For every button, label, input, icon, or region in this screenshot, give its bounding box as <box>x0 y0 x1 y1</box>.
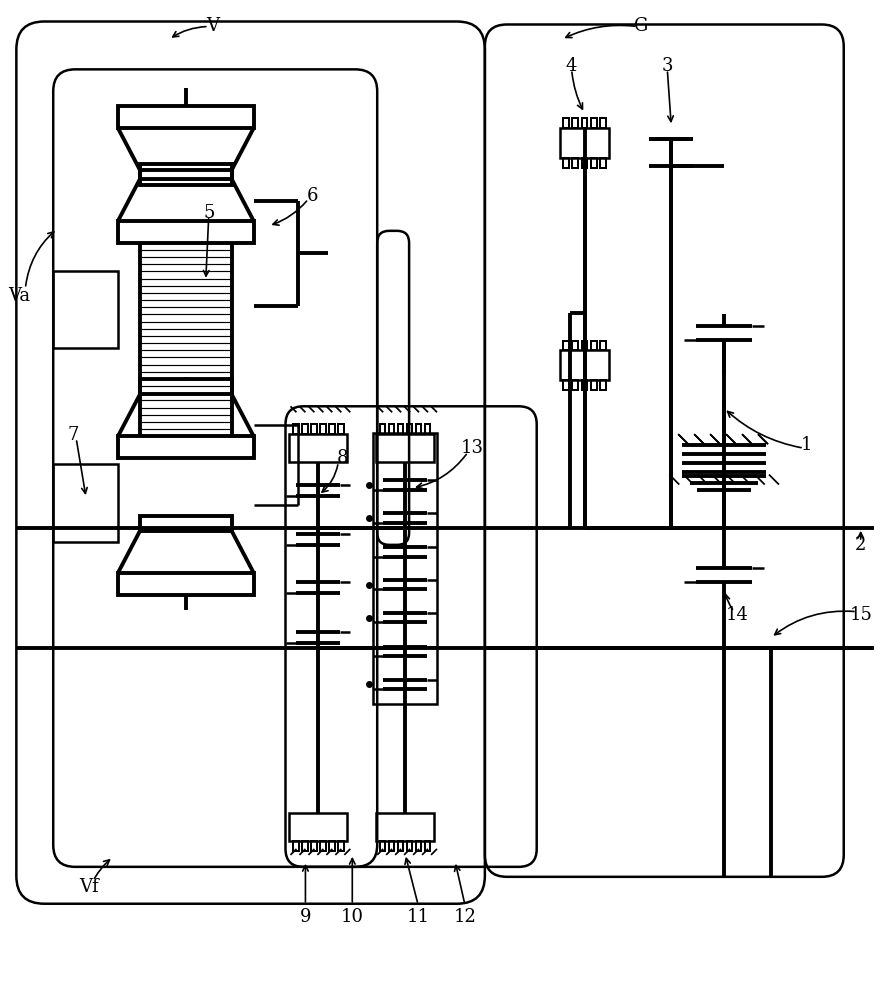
Bar <box>338 841 344 851</box>
Text: 7: 7 <box>67 426 79 444</box>
Bar <box>416 424 422 434</box>
Text: 3: 3 <box>662 57 673 75</box>
Bar <box>293 841 298 851</box>
Text: 2: 2 <box>855 536 867 554</box>
Bar <box>398 424 403 434</box>
Bar <box>600 380 606 390</box>
Bar <box>293 424 298 434</box>
Bar <box>425 424 431 434</box>
Bar <box>600 341 606 350</box>
Bar <box>338 424 344 434</box>
Text: 14: 14 <box>725 606 749 624</box>
Bar <box>389 841 394 851</box>
Bar <box>321 841 326 851</box>
Bar <box>591 158 597 168</box>
Bar <box>140 379 232 394</box>
Bar <box>582 158 588 168</box>
Text: 1: 1 <box>801 436 813 454</box>
Text: 11: 11 <box>407 908 430 926</box>
Bar <box>573 158 578 168</box>
Bar <box>118 573 254 595</box>
Bar <box>289 813 347 841</box>
Bar <box>407 841 412 851</box>
Bar <box>563 158 569 168</box>
Bar <box>289 434 347 462</box>
Bar <box>140 170 232 185</box>
Bar <box>118 106 254 128</box>
Bar <box>53 464 118 542</box>
Text: G: G <box>634 17 648 35</box>
Bar <box>302 424 307 434</box>
Text: 5: 5 <box>203 204 214 222</box>
Bar <box>373 433 437 704</box>
Bar <box>407 424 412 434</box>
Bar <box>573 118 578 128</box>
Bar <box>563 118 569 128</box>
Bar <box>425 841 431 851</box>
Bar <box>53 271 118 348</box>
Bar <box>573 341 578 350</box>
Bar <box>140 164 232 179</box>
Bar <box>416 841 422 851</box>
Bar <box>582 380 588 390</box>
Text: 13: 13 <box>460 439 483 457</box>
Bar <box>377 813 434 841</box>
Text: V: V <box>206 17 219 35</box>
Bar <box>398 841 403 851</box>
Bar <box>377 434 434 462</box>
Bar <box>118 436 254 458</box>
Bar <box>140 516 232 531</box>
Bar <box>600 118 606 128</box>
Text: 12: 12 <box>454 908 476 926</box>
Bar <box>329 841 335 851</box>
Bar <box>573 380 578 390</box>
Bar <box>311 841 317 851</box>
Bar <box>380 424 385 434</box>
Text: 8: 8 <box>337 449 348 467</box>
Bar <box>321 424 326 434</box>
Text: 4: 4 <box>566 57 577 75</box>
Bar <box>559 350 609 380</box>
Bar <box>559 128 609 158</box>
Bar <box>582 341 588 350</box>
Bar <box>329 424 335 434</box>
Bar <box>118 221 254 243</box>
Bar <box>591 118 597 128</box>
Text: Va: Va <box>8 287 30 305</box>
Bar <box>563 341 569 350</box>
Text: 15: 15 <box>849 606 872 624</box>
Text: 6: 6 <box>306 187 318 205</box>
Text: Vf: Vf <box>79 878 99 896</box>
Text: 9: 9 <box>299 908 311 926</box>
Bar <box>311 424 317 434</box>
Bar <box>389 424 394 434</box>
Bar <box>302 841 307 851</box>
Bar <box>380 841 385 851</box>
Bar <box>582 118 588 128</box>
Bar <box>591 380 597 390</box>
Text: 10: 10 <box>341 908 364 926</box>
Bar <box>563 380 569 390</box>
Bar <box>591 341 597 350</box>
Bar <box>600 158 606 168</box>
